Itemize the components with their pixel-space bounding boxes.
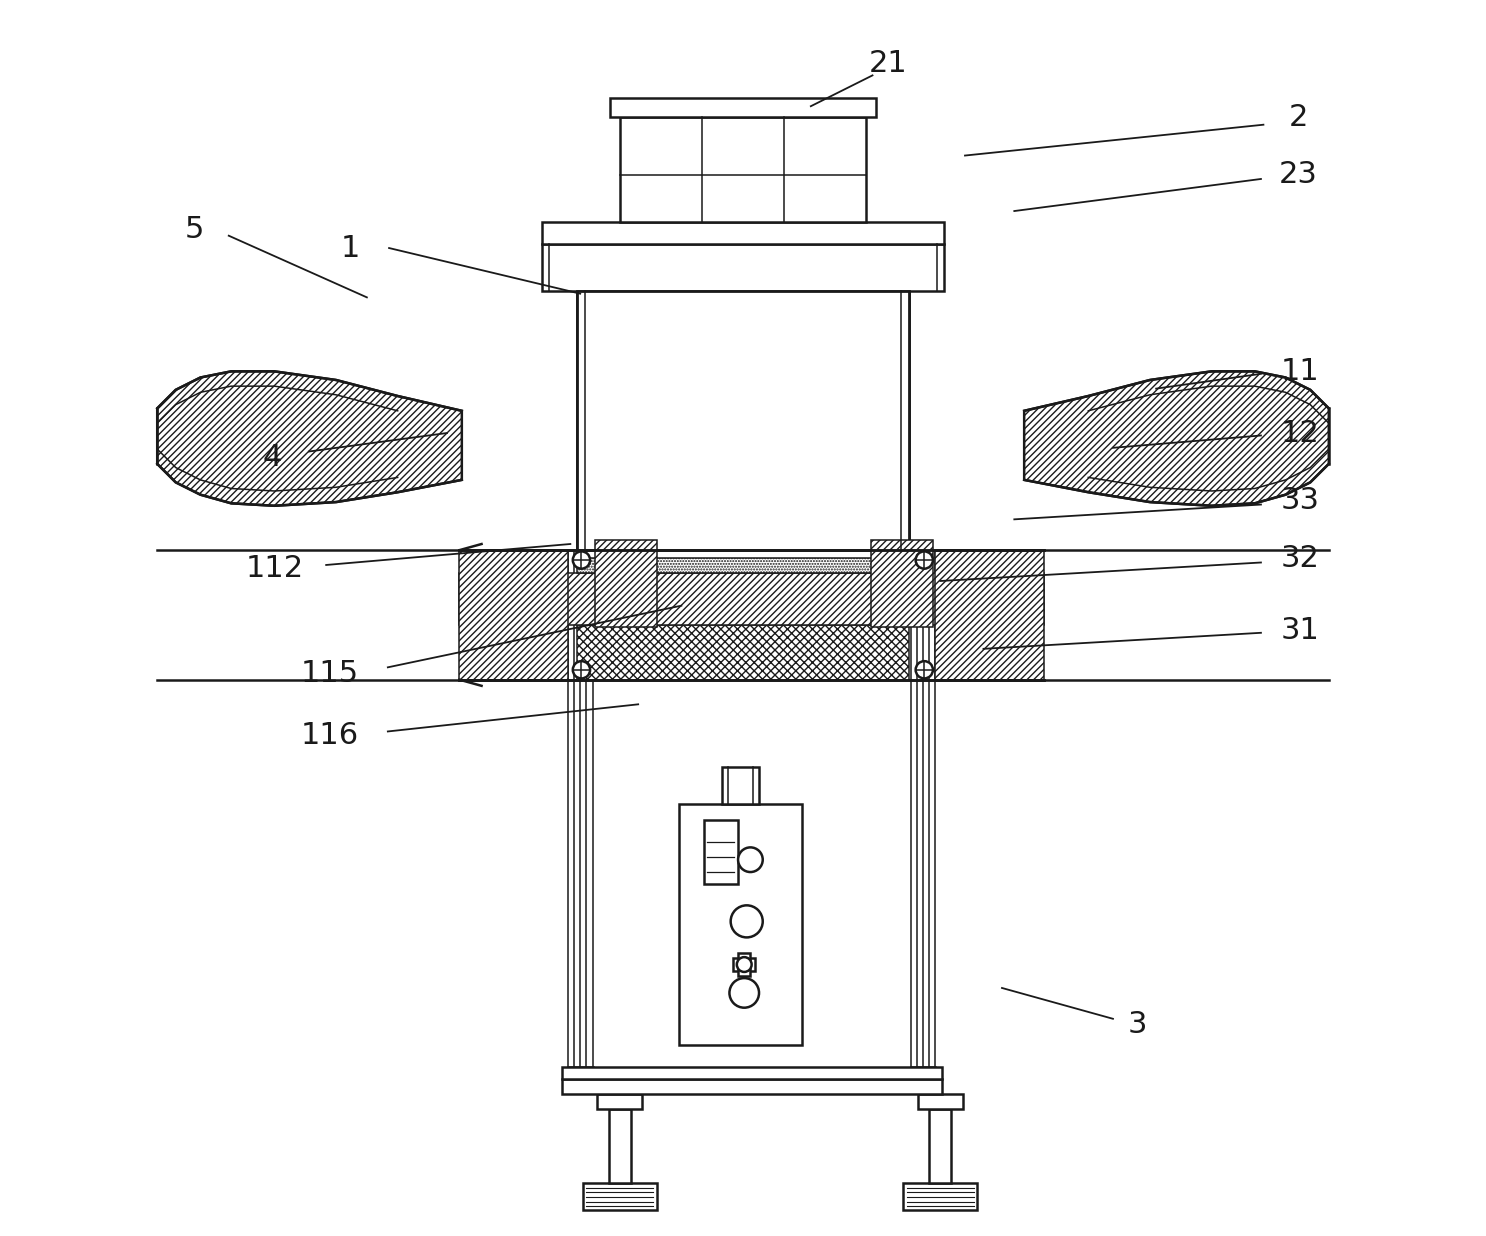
Text: 116: 116 <box>300 721 360 750</box>
Bar <box>733 958 755 970</box>
Text: 3: 3 <box>1128 1011 1147 1039</box>
Bar <box>739 953 750 975</box>
Bar <box>583 1183 657 1210</box>
Circle shape <box>572 661 590 679</box>
Bar <box>542 245 944 292</box>
Text: 115: 115 <box>300 659 360 688</box>
Text: 5: 5 <box>184 215 204 243</box>
Polygon shape <box>1024 371 1328 506</box>
Text: 31: 31 <box>1281 616 1320 645</box>
Circle shape <box>730 978 759 1007</box>
Bar <box>577 292 909 550</box>
Bar <box>597 1094 642 1109</box>
Text: 11: 11 <box>1281 357 1320 386</box>
Text: 1: 1 <box>342 234 361 262</box>
Bar <box>935 550 1043 680</box>
Bar <box>562 1079 942 1094</box>
Text: 21: 21 <box>869 48 908 78</box>
Bar <box>577 625 909 680</box>
Bar <box>577 550 909 680</box>
Bar <box>703 821 739 885</box>
Circle shape <box>572 551 590 569</box>
Circle shape <box>731 905 762 937</box>
Bar <box>609 98 877 117</box>
Circle shape <box>915 661 933 679</box>
Bar <box>577 557 909 574</box>
Text: 33: 33 <box>1281 486 1320 515</box>
Bar <box>679 805 802 1044</box>
Bar <box>929 1109 951 1183</box>
Circle shape <box>915 551 933 569</box>
Bar <box>918 1094 963 1109</box>
Bar <box>594 540 657 627</box>
Bar <box>459 550 568 680</box>
Text: 23: 23 <box>1278 159 1318 189</box>
Bar <box>542 222 944 245</box>
Bar <box>609 1109 630 1183</box>
Polygon shape <box>158 371 462 506</box>
Text: 4: 4 <box>262 444 281 472</box>
Circle shape <box>739 848 762 873</box>
Bar <box>722 768 759 805</box>
Bar <box>459 574 1043 625</box>
Text: 2: 2 <box>1288 103 1308 132</box>
Bar <box>620 117 866 222</box>
Circle shape <box>737 957 752 971</box>
Bar <box>871 540 933 627</box>
Bar <box>903 1183 978 1210</box>
Text: 112: 112 <box>245 554 303 583</box>
Text: 32: 32 <box>1281 544 1320 574</box>
Bar <box>577 292 909 550</box>
Text: 12: 12 <box>1281 419 1320 447</box>
Bar <box>562 1067 942 1079</box>
